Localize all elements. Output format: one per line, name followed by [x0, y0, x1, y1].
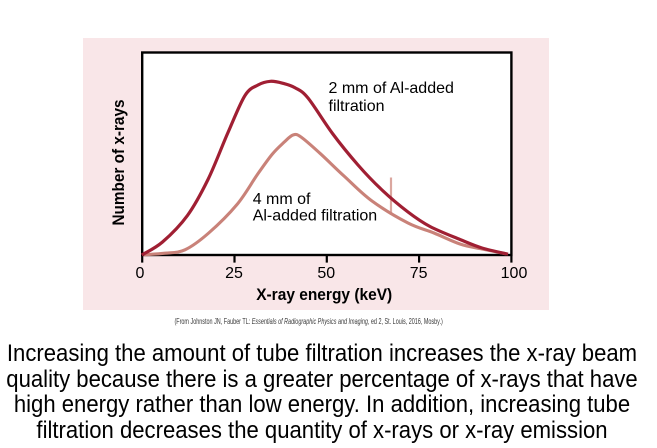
- svg-text:X-ray energy (keV): X-ray energy (keV): [256, 285, 392, 304]
- svg-text:100: 100: [501, 265, 528, 282]
- svg-text:2 mm of Al-added: 2 mm of Al-added: [329, 80, 454, 97]
- svg-text:0: 0: [136, 265, 145, 282]
- svg-text:25: 25: [225, 265, 243, 282]
- svg-text:Al-added filtration: Al-added filtration: [253, 208, 378, 225]
- svg-text:4 mm of: 4 mm of: [253, 191, 311, 208]
- svg-text:Number of x-rays: Number of x-rays: [109, 100, 128, 226]
- svg-text:50: 50: [317, 265, 335, 282]
- svg-text:filtration: filtration: [329, 98, 385, 115]
- svg-text:75: 75: [410, 265, 428, 282]
